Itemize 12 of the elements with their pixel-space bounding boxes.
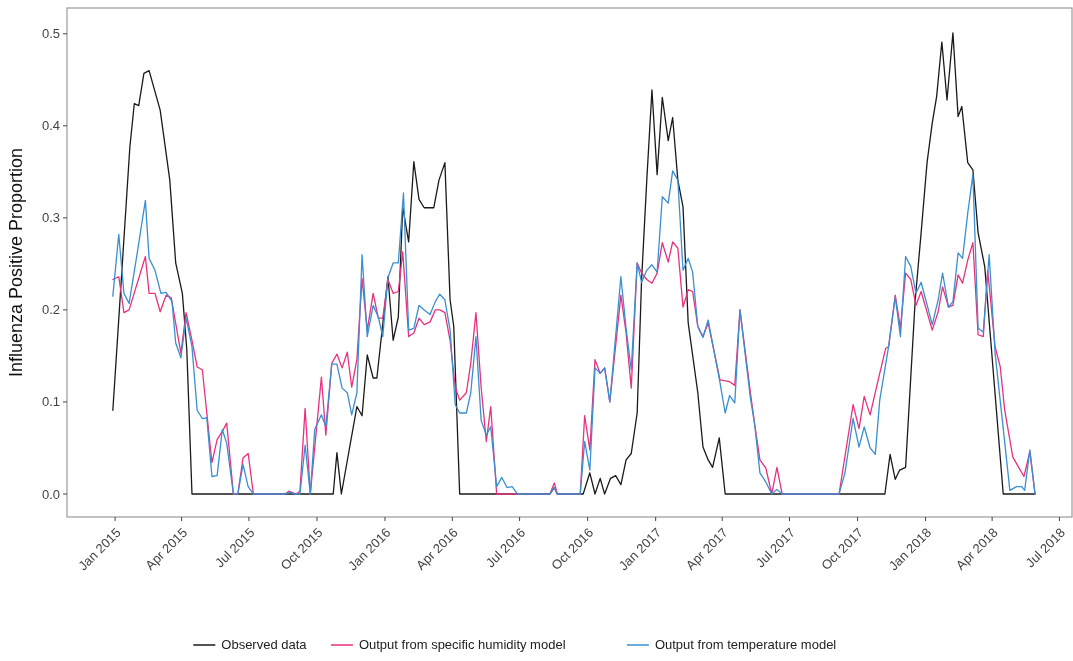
- y-axis-title: Influenza Positive Proportion: [6, 147, 26, 378]
- legend-label: Observed data: [221, 637, 308, 652]
- y-tick-label: 0.2: [41, 302, 60, 318]
- y-tick-label: 0.1: [41, 394, 60, 410]
- y-tick-label: 0.3: [41, 210, 60, 226]
- legend-label: Output from temperature model: [654, 637, 837, 652]
- legend-label: Output from specific humidity model: [358, 637, 566, 652]
- y-tick-label: 0.5: [41, 26, 60, 42]
- y-tick-label: 0.0: [41, 486, 60, 502]
- line-series: [112, 32, 1036, 495]
- line-series: [112, 170, 1036, 495]
- y-tick-label: 0.4: [41, 118, 60, 134]
